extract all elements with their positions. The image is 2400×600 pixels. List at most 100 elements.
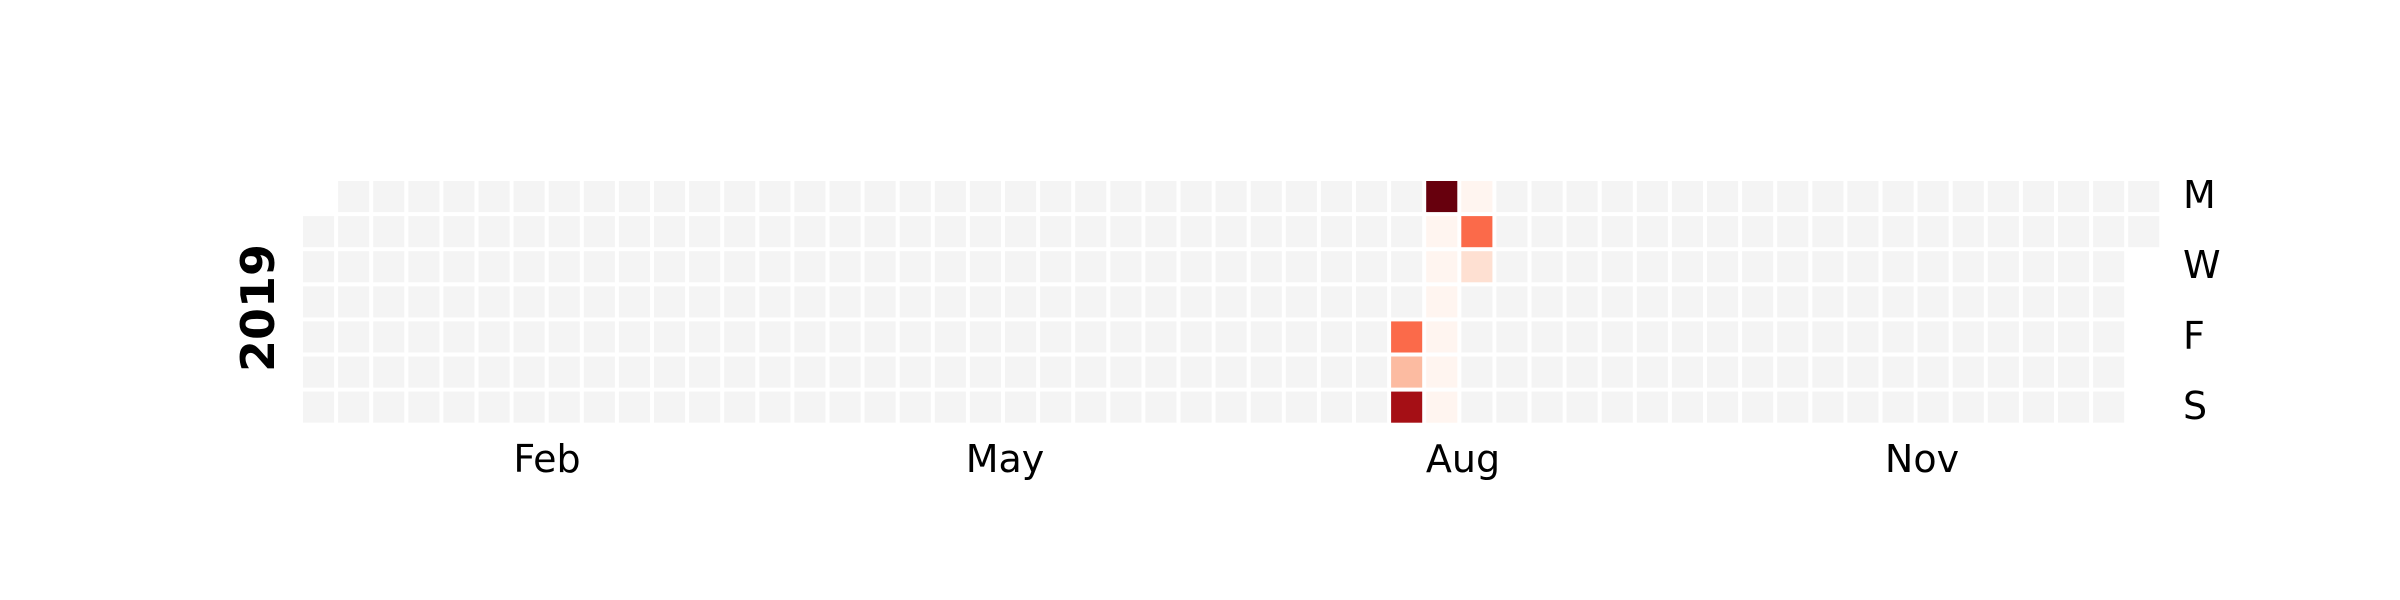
day-cell-2019-11-09: [1847, 356, 1879, 388]
day-cell-2019-12-15: [2022, 391, 2054, 423]
day-cell-2019-06-09: [1075, 391, 1107, 423]
day-cell-2019-07-31: [1356, 251, 1388, 283]
day-cell-2019-04-03: [759, 251, 791, 283]
day-cell-2019-09-22: [1601, 391, 1633, 423]
day-cell-2019-09-10: [1566, 216, 1598, 248]
day-cell-2019-07-03: [1215, 251, 1247, 283]
day-cell-2019-05-01: [899, 251, 931, 283]
day-cell-2019-02-19: [548, 216, 580, 248]
day-cell-2019-01-11: [338, 321, 370, 353]
day-cell-2019-04-13: [794, 356, 826, 388]
day-cell-2019-06-30: [1180, 391, 1212, 423]
day-cell-2019-12-13: [2022, 321, 2054, 353]
day-cell-2019-07-08: [1250, 181, 1282, 213]
day-cell-2019-01-05: [303, 356, 335, 388]
day-cell-2019-05-06: [934, 181, 966, 213]
day-cell-2019-07-07: [1215, 391, 1247, 423]
day-cell-2019-02-09: [478, 356, 510, 388]
day-cell-2019-01-07: [338, 181, 370, 213]
day-cell-2019-08-04: [1356, 391, 1388, 423]
day-cell-2019-10-29: [1812, 216, 1844, 248]
day-cell-2019-11-26: [1952, 216, 1984, 248]
day-cell-2019-03-19: [689, 216, 721, 248]
day-cell-2019-10-27: [1777, 391, 1809, 423]
day-cell-2019-05-03: [899, 321, 931, 353]
day-cell-2019-05-04: [899, 356, 931, 388]
day-cell-2019-06-06: [1075, 286, 1107, 318]
day-cell-2019-11-02: [1812, 356, 1844, 388]
day-cell-2019-10-24: [1777, 286, 1809, 318]
day-cell-2019-06-17: [1145, 181, 1177, 213]
day-cell-2019-11-15: [1882, 321, 1914, 353]
day-cell-2019-03-22: [689, 321, 721, 353]
day-cell-2019-07-28: [1320, 391, 1352, 423]
day-cell-2019-02-05: [478, 216, 510, 248]
day-cell-2019-03-26: [724, 216, 756, 248]
month-label-feb: Feb: [513, 437, 580, 481]
day-cell-2019-03-18: [689, 181, 721, 213]
day-cell-2019-06-18: [1145, 216, 1177, 248]
day-cell-2019-05-25: [1005, 356, 1037, 388]
day-cell-2019-08-25: [1461, 391, 1493, 423]
day-cell-2019-04-06: [759, 356, 791, 388]
day-cell-2019-04-27: [864, 356, 896, 388]
day-cell-2019-10-26: [1777, 356, 1809, 388]
day-cell-2019-06-19: [1145, 251, 1177, 283]
day-cell-2019-02-02: [443, 356, 475, 388]
day-cell-2019-01-02: [303, 251, 335, 283]
day-cell-2019-03-07: [618, 286, 650, 318]
day-cell-2019-01-27: [408, 391, 440, 423]
day-cell-2019-03-31: [724, 391, 756, 423]
day-cell-2019-06-23: [1145, 391, 1177, 423]
day-cell-2019-02-24: [548, 391, 580, 423]
day-cell-2019-10-14: [1742, 181, 1774, 213]
day-cell-2019-04-28: [864, 391, 896, 423]
day-cell-2019-06-02: [1040, 391, 1072, 423]
day-cell-2019-06-10: [1110, 181, 1142, 213]
day-cell-2019-04-24: [864, 251, 896, 283]
day-cell-2019-07-26: [1320, 321, 1352, 353]
day-cell-2019-02-16: [513, 356, 545, 388]
day-cell-2019-04-16: [829, 216, 861, 248]
day-cell-2019-02-27: [583, 251, 615, 283]
day-cell-2019-01-04: [303, 321, 335, 353]
day-cell-2019-01-10: [338, 286, 370, 318]
day-cell-2019-08-29: [1496, 286, 1528, 318]
day-cell-2019-10-02: [1671, 251, 1703, 283]
day-cell-2019-04-18: [829, 286, 861, 318]
day-cell-2019-04-21: [829, 391, 861, 423]
day-cell-2019-02-03: [443, 391, 475, 423]
day-cell-2019-04-20: [829, 356, 861, 388]
day-cell-2019-12-07: [1987, 356, 2019, 388]
day-cell-2019-08-28: [1496, 251, 1528, 283]
day-cell-2019-10-18: [1742, 321, 1774, 353]
day-cell-2019-10-30: [1812, 251, 1844, 283]
day-cell-2019-04-29: [899, 181, 931, 213]
day-cell-2019-08-05: [1391, 181, 1423, 213]
day-cell-2019-01-31: [443, 286, 475, 318]
day-cell-2019-10-31: [1812, 286, 1844, 318]
day-cell-2019-04-19: [829, 321, 861, 353]
day-cell-2019-08-20: [1461, 216, 1493, 248]
day-cell-2019-09-29: [1636, 391, 1668, 423]
day-cell-2019-09-13: [1566, 321, 1598, 353]
day-cell-2019-08-13: [1426, 216, 1458, 248]
day-cell-2019-07-02: [1215, 216, 1247, 248]
day-cell-2019-03-13: [654, 251, 686, 283]
day-cell-2019-04-15: [829, 181, 861, 213]
day-cell-2019-11-23: [1917, 356, 1949, 388]
day-cell-2019-11-29: [1952, 321, 1984, 353]
day-cell-2019-05-16: [969, 286, 1001, 318]
day-cell-2019-07-25: [1320, 286, 1352, 318]
day-cell-2019-12-10: [2022, 216, 2054, 248]
day-cell-2019-12-06: [1987, 321, 2019, 353]
day-cell-2019-08-22: [1461, 286, 1493, 318]
day-cell-2019-10-22: [1777, 216, 1809, 248]
day-cell-2019-01-18: [373, 321, 405, 353]
day-cell-2019-07-09: [1250, 216, 1282, 248]
day-cell-2019-08-31: [1496, 356, 1528, 388]
day-cell-2019-03-02: [583, 356, 615, 388]
day-cell-2019-06-22: [1145, 356, 1177, 388]
day-cell-2019-04-04: [759, 286, 791, 318]
day-cell-2019-10-04: [1671, 321, 1703, 353]
